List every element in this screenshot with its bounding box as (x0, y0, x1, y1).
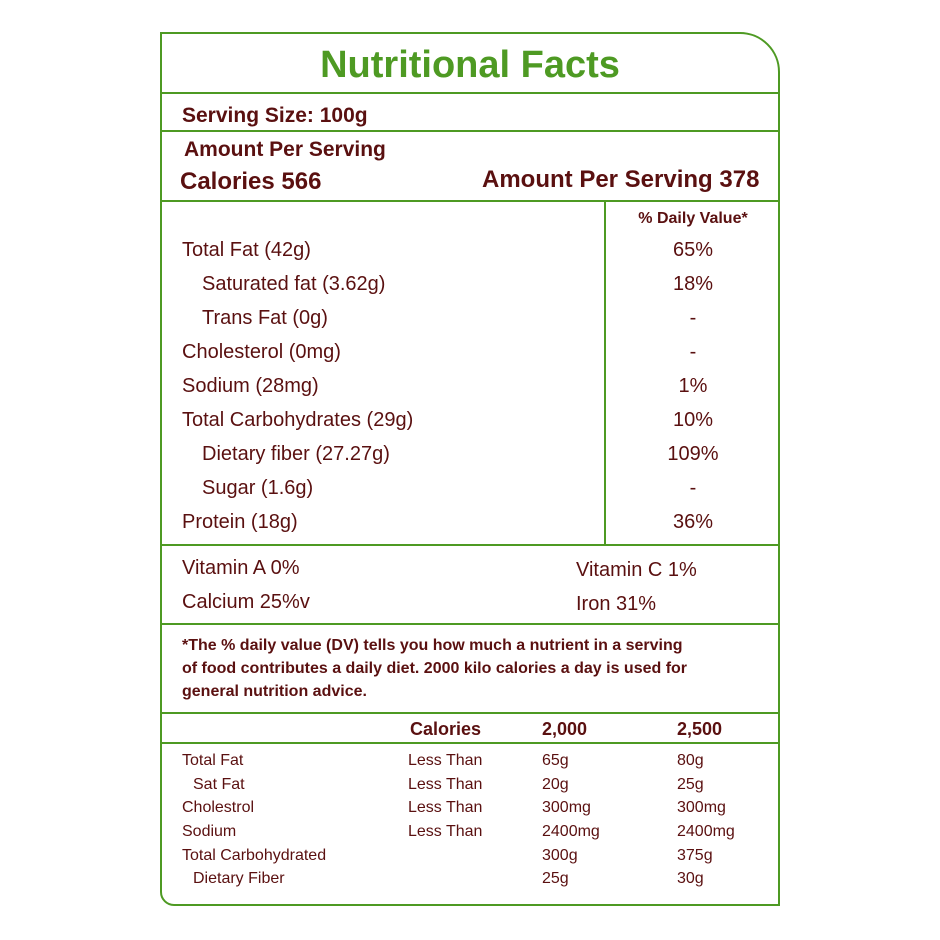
ref-header-2000: 2,000 (542, 719, 588, 739)
ref-row-name: Dietary Fiber (193, 870, 285, 887)
ref-row-limit: Less Than (408, 752, 483, 769)
amount-per-serving-right: Amount Per Serving 378 (482, 166, 760, 193)
ref-header-2500: 2,500 (677, 719, 723, 739)
nutrient-dv: - (689, 477, 697, 499)
nutrient-name: Sugar (1.6g) (202, 477, 314, 499)
ref-row-2500: 80g (677, 752, 704, 769)
ref-row-2500: 25g (677, 776, 704, 793)
nutrient-name: Cholesterol (0mg) (182, 341, 341, 363)
ref-row-2500: 375g (677, 847, 713, 864)
nutrient-dv: 109% (667, 443, 719, 465)
label-title: Nutritional Facts (320, 44, 620, 86)
ref-row-2000: 65g (542, 752, 569, 769)
ref-row-2500: 2400mg (677, 823, 735, 840)
ref-row-name: Sat Fat (193, 776, 245, 793)
nutrient-dv: 1% (678, 375, 708, 397)
ref-row-2000: 25g (542, 870, 569, 887)
vitamin-c: Vitamin C 1% (576, 559, 697, 581)
column-divider (604, 200, 606, 546)
calcium: Calcium 25%v (182, 591, 310, 613)
divider-calories (162, 200, 778, 202)
divider-reference-header (162, 742, 778, 744)
ref-row-2500: 30g (677, 870, 704, 887)
divider-title (162, 92, 778, 94)
iron: Iron 31% (576, 593, 657, 615)
nutrient-dv: - (689, 307, 697, 329)
ref-row-limit: Less Than (408, 823, 483, 840)
nutrient-name: Dietary fiber (27.27g) (202, 443, 390, 465)
nutrient-dv: 18% (672, 273, 714, 295)
divider-nutrients (162, 544, 778, 546)
footnote-line: *The % daily value (DV) tells you how mu… (182, 637, 683, 654)
serving-size: Serving Size: 100g (182, 104, 368, 127)
ref-row-name: Total Fat (182, 752, 244, 769)
footnote-line: general nutrition advice. (182, 683, 367, 700)
nutrient-dv: - (689, 341, 697, 363)
nutrient-name: Total Carbohydrates (29g) (182, 409, 414, 431)
ref-row-name: Cholestrol (182, 799, 255, 816)
ref-row-2500: 300mg (677, 799, 726, 816)
divider-vitamins (162, 623, 778, 625)
divider-serving (162, 130, 778, 132)
nutrient-name: Protein (18g) (182, 511, 298, 533)
nutrient-name: Saturated fat (3.62g) (202, 273, 386, 295)
nutrient-name: Total Fat (42g) (182, 239, 311, 261)
divider-footnote (162, 712, 778, 714)
nutrient-dv: 10% (672, 409, 714, 431)
daily-value-header: % Daily Value* (638, 210, 748, 227)
footnote-line: of food contributes a daily diet. 2000 k… (182, 660, 688, 677)
ref-row-limit: Less Than (408, 776, 483, 793)
nutrient-name: Trans Fat (0g) (202, 307, 328, 329)
ref-row-2000: 300g (542, 847, 578, 864)
calories: Calories 566 (180, 168, 322, 195)
ref-row-name: Total Carbohydrated (182, 847, 327, 864)
nutrient-dv: 65% (672, 239, 714, 261)
nutrient-dv: 36% (672, 511, 714, 533)
nutrition-label: Nutritional Facts Serving Size: 100g Amo… (160, 32, 780, 906)
ref-header-calories: Calories (410, 719, 482, 739)
ref-row-name: Sodium (182, 823, 237, 840)
ref-row-2000: 2400mg (542, 823, 600, 840)
vitamin-a: Vitamin A 0% (182, 557, 300, 579)
ref-row-limit: Less Than (408, 799, 483, 816)
ref-row-2000: 20g (542, 776, 569, 793)
ref-row-2000: 300mg (542, 799, 591, 816)
nutrient-name: Sodium (28mg) (182, 375, 319, 397)
amount-per-serving: Amount Per Serving (184, 138, 386, 161)
